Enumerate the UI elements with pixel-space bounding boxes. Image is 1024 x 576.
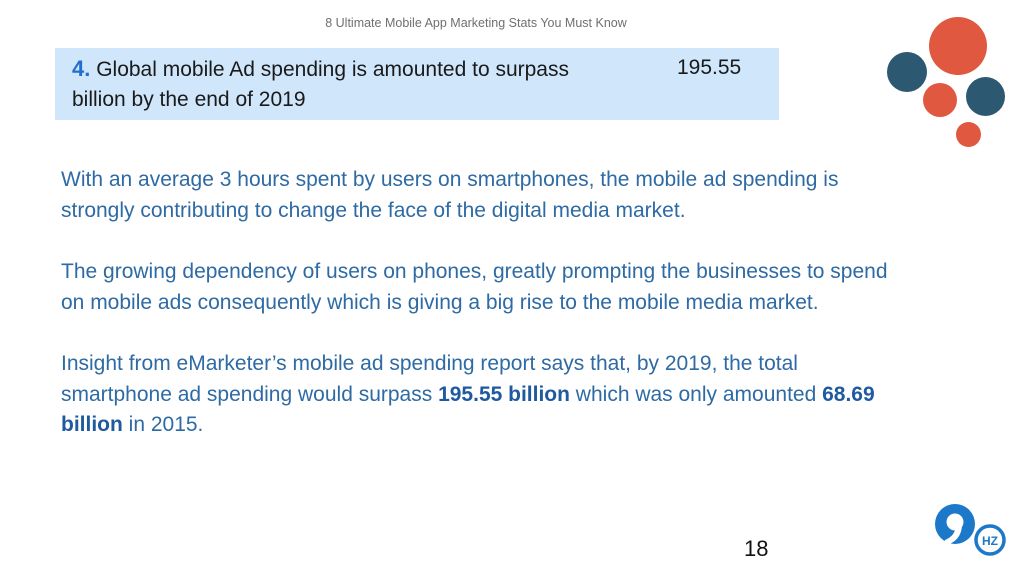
paragraph-2: The growing dependency of users on phone… [61,260,888,314]
logo-text: HZ [982,534,998,548]
stat-number: 4. [72,56,91,81]
stat-text-1: Global mobile Ad spending is amounted to… [96,58,569,81]
paragraph-3-text-b: which was only amounted [569,382,823,406]
stat-highlight-box: 4. Global mobile Ad spending is amounted… [55,48,779,120]
header-title: 8 Ultimate Mobile App Marketing Stats Yo… [325,16,627,30]
paragraph-1: With an average 3 hours spent by users o… [61,168,839,222]
stat-line-2: billion by the end of 2019 [72,88,306,111]
page-number: 18 [744,536,769,561]
body-text: With an average 3 hours spent by users o… [61,165,911,472]
decor-circle-orange-large [929,17,987,75]
paragraph-3: Insight from eMarketer’s mobile ad spend… [61,349,911,441]
decor-circle-teal-left [887,52,927,92]
decor-circle-orange-medium [923,83,957,117]
paragraph-3-text-c: in 2015. [122,413,204,436]
decor-circle-orange-small [956,122,981,147]
paragraph-3-bold-a: 195.55 billion [438,382,570,406]
stat-amount: 195.55 [677,56,742,79]
paragraph-3-text-a: Insight from eMarketer’s mobile ad spend… [61,352,798,406]
stat-line-1: 4. Global mobile Ad spending is amounted… [72,56,569,82]
decor-circle-teal-right [966,77,1005,116]
paragraph-3-bold-b: 68.69 billion [61,382,875,437]
9hz-logo-icon: HZ [935,504,1006,556]
